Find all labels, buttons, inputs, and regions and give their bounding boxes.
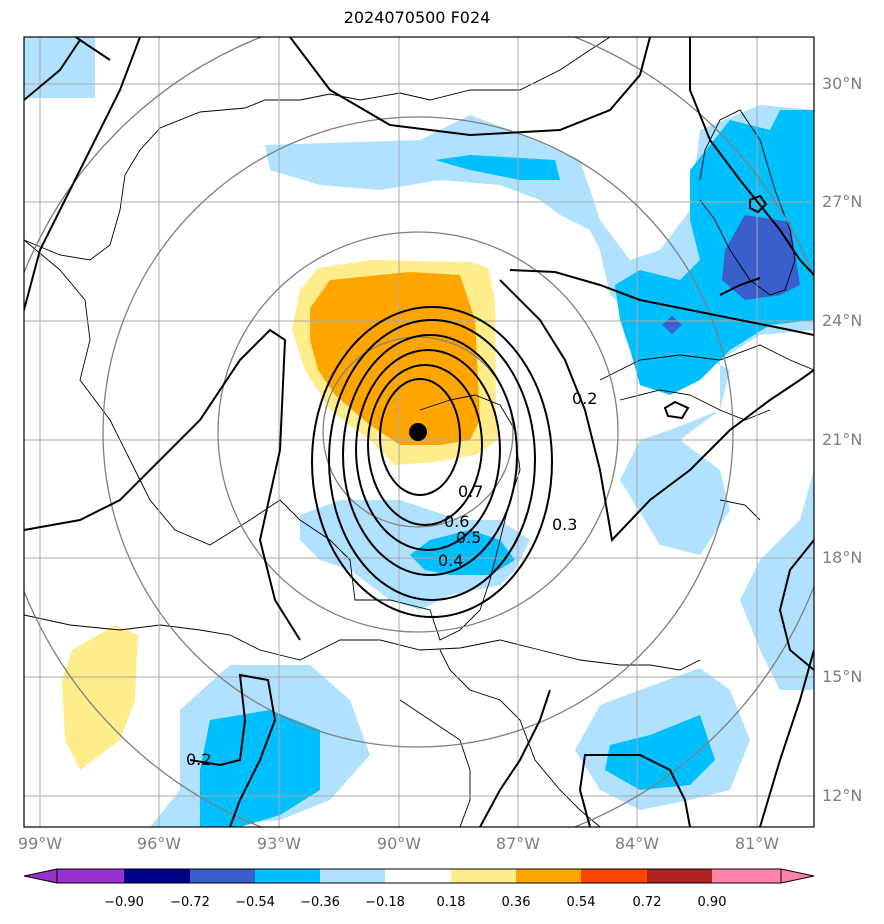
lat-label: 30°N [822, 74, 863, 93]
contour-label: 0.7 [458, 482, 483, 501]
lat-label: 24°N [822, 311, 863, 330]
colorbar [23, 868, 815, 884]
contour-label: 0.4 [438, 551, 463, 570]
colorbar-tick: −0.54 [235, 895, 275, 910]
lon-label: 84°W [614, 834, 660, 853]
map-title: 2024070500 F024 [343, 8, 491, 27]
contours [24, 37, 814, 827]
coastlines [24, 37, 814, 827]
lat-label: 12°N [822, 786, 863, 805]
contour-label: 0.5 [456, 528, 481, 547]
lon-label: 99°W [17, 834, 63, 853]
colorbar-tick: 0.90 [697, 895, 727, 910]
lon-label: 87°W [495, 834, 541, 853]
lon-label: 81°W [734, 834, 780, 853]
lat-label: 27°N [822, 192, 863, 211]
lat-label: 18°N [822, 548, 863, 567]
contour-label: 0.3 [552, 515, 577, 534]
colorbar-tick: 0.36 [501, 895, 531, 910]
colorbar-tick: 0.54 [566, 895, 596, 910]
colorbar-tick: 0.72 [632, 895, 662, 910]
contour-label: 0.2 [572, 389, 597, 408]
map-frame [23, 36, 815, 828]
lat-label: 15°N [822, 667, 863, 686]
colorbar-tick: −0.36 [300, 895, 340, 910]
contour-label: 0.2 [186, 750, 211, 769]
lon-label: 96°W [136, 834, 182, 853]
storm-center-marker [409, 423, 427, 441]
contour-label: 0.6 [444, 512, 469, 531]
colorbar-tick: −0.90 [104, 895, 144, 910]
colorbar-tick: 0.18 [436, 895, 466, 910]
colorbar-tick: −0.72 [170, 895, 210, 910]
lat-label: 21°N [822, 430, 863, 449]
lon-label: 93°W [256, 834, 302, 853]
lon-label: 90°W [376, 834, 422, 853]
colorbar-tick: −0.18 [365, 895, 405, 910]
